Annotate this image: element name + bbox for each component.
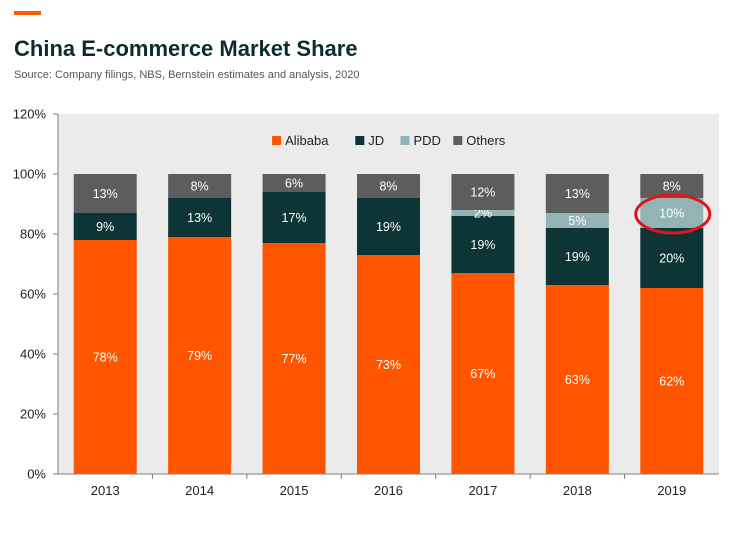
bar-others-2017	[451, 174, 515, 210]
legend-swatch-pdd	[400, 136, 410, 145]
bar-others-2018	[545, 174, 609, 213]
data-label-alibaba-2018: 63%	[565, 373, 590, 387]
y-tick-label: 20%	[20, 407, 46, 422]
highlight-circle	[634, 193, 712, 235]
data-label-others-2013: 13%	[93, 187, 118, 201]
data-label-jd-2013: 9%	[96, 220, 114, 234]
bar-alibaba-2014	[168, 237, 232, 474]
data-label-others-2015: 6%	[285, 177, 303, 191]
bar-alibaba-2016	[357, 255, 420, 474]
data-label-others-2016: 8%	[379, 180, 397, 194]
source-note: Source: Company filings, NBS, Bernstein …	[14, 69, 360, 81]
bar-alibaba-2015	[262, 243, 326, 474]
y-tick-label: 100%	[13, 167, 47, 182]
bar-alibaba-2017	[451, 273, 515, 474]
bar-others-2016	[357, 174, 420, 198]
data-label-alibaba-2019: 62%	[659, 375, 684, 389]
data-label-others-2014: 8%	[191, 180, 209, 194]
bar-others-2013	[73, 174, 137, 213]
bar-alibaba-2013	[73, 240, 137, 474]
bar-pdd-2019	[640, 198, 704, 228]
x-tick-label-2019: 2019	[657, 483, 686, 498]
legend-label-jd: JD	[368, 133, 384, 148]
bar-jd-2015	[262, 192, 326, 243]
legend-label-pdd: PDD	[414, 133, 441, 148]
y-tick-label: 40%	[20, 347, 46, 362]
bar-others-2014	[168, 174, 232, 198]
data-label-alibaba-2014: 79%	[187, 349, 212, 363]
x-tick-label-2015: 2015	[280, 483, 309, 498]
bar-alibaba-2018	[545, 285, 609, 474]
legend-swatch-others	[453, 136, 463, 145]
data-label-pdd-2018: 5%	[568, 214, 586, 228]
legend-label-others: Others	[466, 133, 506, 148]
legend-swatch-jd	[355, 136, 365, 145]
data-label-jd-2019: 20%	[659, 252, 684, 266]
bar-jd-2018	[545, 228, 609, 285]
x-tick-label-2018: 2018	[563, 483, 592, 498]
bar-jd-2016	[357, 198, 420, 255]
data-label-others-2019: 8%	[663, 180, 681, 194]
legend-label-alibaba: Alibaba	[285, 133, 329, 148]
bar-jd-2013	[73, 213, 137, 240]
bar-jd-2019	[640, 228, 704, 288]
data-label-others-2017: 12%	[470, 186, 495, 200]
y-tick-label: 120%	[13, 107, 47, 122]
data-label-alibaba-2013: 78%	[93, 351, 118, 365]
bar-jd-2017	[451, 216, 515, 273]
data-label-pdd-2019: 10%	[659, 207, 684, 221]
y-tick-label: 80%	[20, 227, 46, 242]
y-tick-label: 0%	[27, 467, 46, 482]
data-label-jd-2015: 17%	[282, 211, 307, 225]
bar-others-2015	[262, 174, 326, 192]
data-label-jd-2018: 19%	[565, 250, 590, 264]
data-label-jd-2017: 19%	[470, 238, 495, 252]
data-label-alibaba-2016: 73%	[376, 358, 401, 372]
data-label-alibaba-2017: 67%	[470, 367, 495, 381]
data-label-jd-2014: 13%	[187, 211, 212, 225]
bar-alibaba-2019	[640, 288, 704, 474]
y-tick-label: 60%	[20, 287, 46, 302]
data-label-jd-2016: 19%	[376, 220, 401, 234]
legend-swatch-alibaba	[272, 136, 282, 145]
bar-pdd-2017	[451, 210, 515, 216]
data-label-others-2018: 13%	[565, 187, 590, 201]
page-title: China E-commerce Market Share	[14, 36, 358, 61]
data-label-alibaba-2015: 77%	[282, 352, 307, 366]
bar-jd-2014	[168, 198, 232, 237]
x-tick-label-2013: 2013	[91, 483, 120, 498]
x-tick-label-2016: 2016	[374, 483, 403, 498]
x-tick-label-2014: 2014	[185, 483, 214, 498]
x-tick-label-2017: 2017	[468, 483, 497, 498]
header-accent-bar	[14, 11, 41, 15]
bar-pdd-2018	[545, 213, 609, 228]
